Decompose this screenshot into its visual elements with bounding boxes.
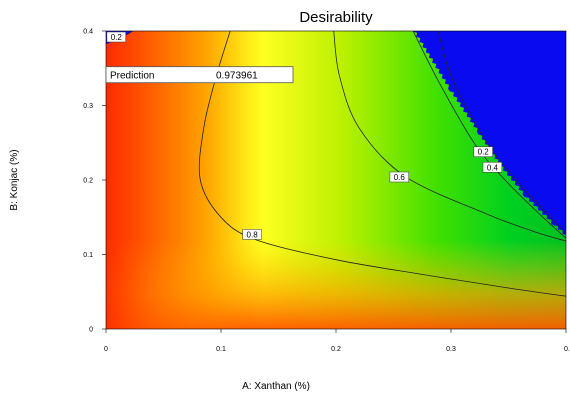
y-tick-label-3: 0.3 xyxy=(83,103,93,110)
contour-label-box-1 xyxy=(389,171,409,183)
y-tick-label-4: 0.4 xyxy=(83,29,93,36)
x-tick-label-2: 0.2 xyxy=(331,346,341,353)
contour-label-4: 0.2 xyxy=(111,33,123,42)
contour-label-2: 0.4 xyxy=(487,163,499,172)
prediction-box: Prediction 0.973961 xyxy=(105,66,294,84)
contour-label-3: 0.2 xyxy=(478,148,490,157)
contour-label-box-2 xyxy=(482,162,503,173)
prediction-label: Prediction xyxy=(110,71,154,82)
contour-line-2 xyxy=(437,31,566,234)
contour-label-box-4 xyxy=(106,31,126,43)
low-desirability-region xyxy=(412,31,566,236)
contour-label-1: 0.6 xyxy=(394,173,406,182)
prediction-value: 0.973961 xyxy=(216,71,258,82)
x-axis-title: A: Xanthan (%) xyxy=(242,381,310,392)
y-tick-label-0: 0 xyxy=(89,327,93,334)
y-tick-label-1: 0.1 xyxy=(83,252,93,259)
x-tick-label-0: 0 xyxy=(104,346,108,353)
y-tick-label-2: 0.2 xyxy=(83,178,93,185)
contour-label-box-0 xyxy=(242,229,262,240)
chart-title: Desirability xyxy=(299,9,373,26)
contour-line-3 xyxy=(412,31,566,239)
contour-label-box-3 xyxy=(473,146,493,157)
contour-label-0: 0.8 xyxy=(247,230,259,239)
x-axis-ticks: 0 0.1 0.2 0.3 0.4 xyxy=(104,329,570,353)
y-axis-ticks: 0 0.1 0.2 0.3 0.4 xyxy=(83,29,106,334)
y-axis-title: B: Konjac (%) xyxy=(9,149,20,210)
x-tick-label-1: 0.1 xyxy=(216,346,226,353)
x-tick-label-3: 0.3 xyxy=(446,346,456,353)
prediction-box-frame xyxy=(105,66,294,84)
contour-labels: 0.8 0.6 0.4 0.2 0.2 xyxy=(106,31,503,240)
x-tick-label-4: 0.4 xyxy=(564,346,570,353)
